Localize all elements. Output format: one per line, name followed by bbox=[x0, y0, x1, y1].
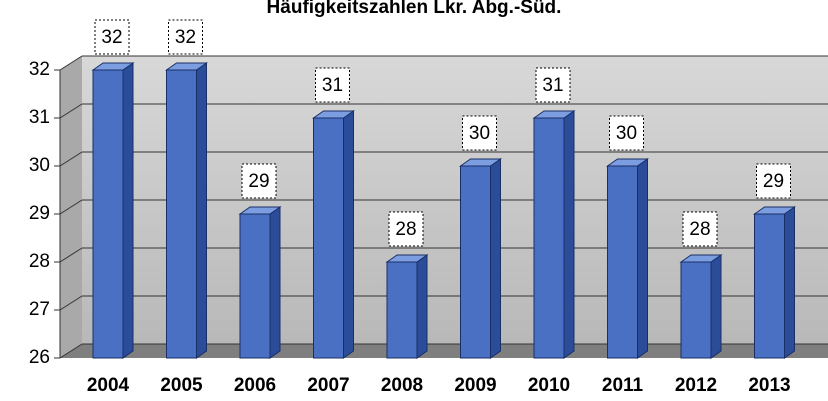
value-label: 32 bbox=[175, 27, 196, 48]
value-label-box bbox=[168, 19, 203, 55]
grid-line bbox=[59, 55, 83, 71]
bar-side bbox=[269, 206, 281, 359]
y-tick-label: 27 bbox=[29, 299, 50, 320]
bar bbox=[533, 117, 565, 359]
grid-line bbox=[59, 199, 83, 215]
bar-side bbox=[416, 254, 428, 359]
x-tick-label: 2005 bbox=[160, 375, 203, 396]
bar-side bbox=[637, 158, 648, 359]
x-tick-label: 2007 bbox=[307, 375, 349, 396]
y-tick-label: 31 bbox=[29, 107, 50, 128]
value-label: 30 bbox=[469, 123, 490, 144]
bar bbox=[166, 69, 197, 359]
value-label-box bbox=[535, 67, 571, 103]
value-label-box bbox=[94, 19, 130, 55]
y-tick-label: 28 bbox=[29, 251, 50, 272]
x-tick-label: 2013 bbox=[748, 375, 790, 396]
value-label: 28 bbox=[395, 219, 416, 240]
value-label-box bbox=[682, 211, 718, 247]
y-tick-label: 29 bbox=[29, 203, 50, 224]
bar bbox=[680, 261, 712, 359]
value-label-box bbox=[241, 163, 277, 199]
bar-side bbox=[196, 62, 207, 359]
value-label-box bbox=[462, 115, 497, 151]
bar bbox=[92, 69, 124, 359]
value-label-box bbox=[756, 163, 791, 199]
value-label: 29 bbox=[763, 171, 784, 192]
value-label: 30 bbox=[616, 123, 637, 144]
value-label: 31 bbox=[542, 75, 563, 96]
y-tick-label: 30 bbox=[29, 155, 50, 176]
chart-title: Häufigkeitszahlen Lkr. Abg.-Süd. bbox=[267, 0, 562, 18]
bar bbox=[460, 165, 491, 359]
y-tick-label: 32 bbox=[29, 59, 50, 80]
bar-side bbox=[563, 110, 575, 359]
bar-side bbox=[122, 62, 134, 359]
value-label: 28 bbox=[689, 219, 710, 240]
bar-side bbox=[710, 254, 722, 359]
grid-line bbox=[59, 247, 83, 263]
grid-line bbox=[59, 295, 83, 311]
x-tick-label: 2011 bbox=[602, 375, 644, 396]
x-tick-label: 2006 bbox=[234, 375, 276, 396]
bar bbox=[313, 117, 344, 359]
value-label: 31 bbox=[322, 75, 343, 96]
x-tick-label: 2012 bbox=[675, 375, 717, 396]
bar bbox=[386, 261, 418, 359]
x-tick-label: 2010 bbox=[528, 375, 570, 396]
x-tick-label: 2009 bbox=[454, 375, 496, 396]
bar bbox=[607, 165, 638, 359]
value-label: 32 bbox=[101, 27, 122, 48]
value-label-box bbox=[315, 67, 350, 103]
value-label-box bbox=[388, 211, 424, 247]
grid-line bbox=[59, 151, 83, 167]
bar-side bbox=[784, 206, 795, 359]
grid-line bbox=[59, 343, 83, 359]
bar-side bbox=[343, 110, 354, 359]
grid-line bbox=[59, 103, 83, 119]
x-tick-label: 2004 bbox=[87, 375, 130, 396]
bar bbox=[239, 213, 271, 359]
value-label: 29 bbox=[248, 171, 269, 192]
bar bbox=[754, 213, 785, 359]
value-label-box bbox=[609, 115, 644, 151]
x-tick-label: 2008 bbox=[381, 375, 423, 396]
y-tick-label: 26 bbox=[29, 347, 50, 368]
bar-side bbox=[490, 158, 501, 359]
